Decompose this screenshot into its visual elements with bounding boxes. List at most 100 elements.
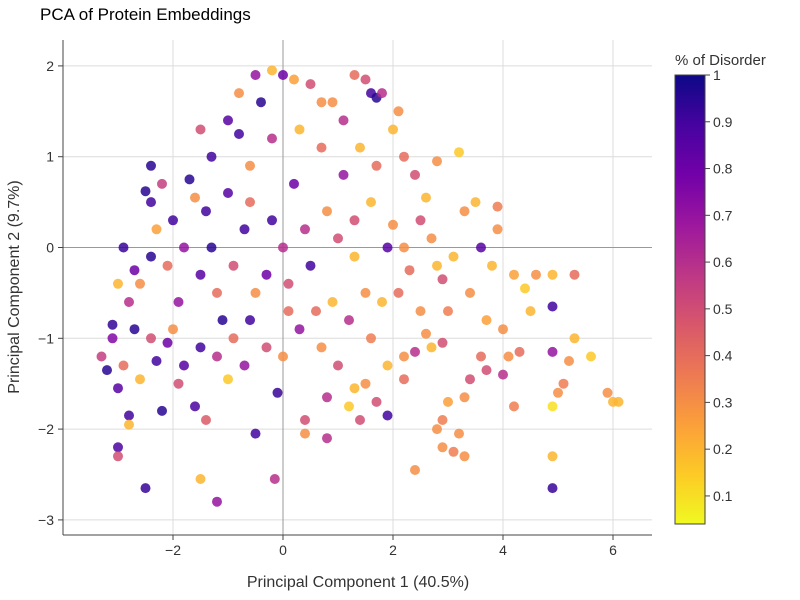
data-point [465, 287, 475, 298]
data-point [316, 142, 327, 153]
data-point [360, 74, 371, 85]
data-point [151, 224, 162, 235]
x-tick-labels: −2 0 2 4 6 [165, 535, 617, 558]
data-point [212, 351, 222, 362]
data-point [432, 156, 442, 167]
data-point [289, 178, 299, 189]
data-point [223, 115, 233, 126]
data-point [272, 387, 283, 398]
data-point [168, 324, 178, 335]
data-point [360, 287, 371, 298]
data-point [322, 206, 332, 217]
data-point [498, 369, 508, 380]
data-point [102, 365, 112, 376]
data-point [173, 297, 184, 307]
data-point [399, 242, 409, 253]
data-point [146, 160, 156, 171]
data-point [124, 410, 134, 421]
data-point [459, 451, 470, 462]
data-point [168, 215, 178, 226]
data-point [206, 151, 217, 162]
data-point [399, 351, 409, 362]
data-point [162, 337, 173, 348]
colorbar-tick-label: 1 [713, 67, 721, 83]
data-point [267, 65, 277, 76]
data-point [492, 224, 503, 235]
colorbar-ticks: 0.1 0.2 0.3 0.4 0.5 0.6 0.7 0.8 0.9 1 [705, 67, 733, 504]
colorbar-tick-label: 0.5 [713, 301, 733, 317]
data-point [239, 224, 250, 235]
data-point [305, 79, 316, 90]
data-point [118, 242, 129, 253]
data-point [217, 315, 228, 326]
colorbar-tick-label: 0.4 [713, 348, 733, 364]
y-tick-labels: −3 −2 −1 0 1 2 [38, 58, 63, 528]
data-point [459, 392, 470, 403]
data-point [151, 356, 162, 366]
y-tick-label: −1 [38, 330, 54, 346]
data-point [173, 378, 184, 389]
data-point [113, 442, 123, 453]
data-point [382, 410, 393, 421]
data-point [437, 274, 448, 285]
x-tick-label: −2 [165, 542, 181, 558]
y-tick-label: 2 [46, 58, 54, 74]
data-point [525, 306, 536, 317]
data-point [426, 233, 437, 244]
data-point [421, 328, 431, 339]
data-point [107, 333, 118, 344]
data-point [569, 269, 580, 280]
data-point [547, 269, 558, 280]
data-point [388, 219, 398, 230]
data-point [190, 401, 200, 412]
data-point [415, 215, 426, 226]
data-point [349, 251, 360, 262]
colorbar: % of Disorder 0.10.20.30.40.50.60.70.80.… [674, 52, 766, 525]
data-point [206, 242, 217, 253]
data-point [278, 242, 288, 253]
data-point [410, 169, 420, 180]
x-tick-label: 6 [609, 542, 617, 558]
data-point [569, 333, 580, 344]
chart-title: PCA of Protein Embeddings [40, 5, 251, 24]
data-point [201, 206, 211, 217]
data-point [382, 242, 393, 253]
data-point [146, 333, 156, 344]
data-point [289, 74, 299, 85]
data-point [399, 374, 409, 385]
data-point [300, 428, 310, 439]
data-point [179, 242, 189, 253]
data-point [520, 283, 530, 294]
data-point [261, 342, 272, 353]
data-point [338, 115, 349, 126]
y-tick-label: −2 [38, 421, 54, 437]
data-point [250, 70, 261, 80]
data-point [96, 351, 107, 362]
data-point [212, 496, 222, 507]
data-point [547, 451, 558, 462]
data-point [465, 374, 475, 385]
data-point [355, 415, 365, 425]
data-point [344, 315, 354, 326]
colorbar-tick-label: 0.1 [713, 488, 733, 504]
data-point [349, 383, 360, 394]
data-point [437, 442, 448, 453]
data-point [223, 374, 233, 385]
data-point [531, 269, 541, 280]
data-point [371, 160, 382, 171]
data-point [388, 124, 398, 135]
data-point [481, 315, 492, 326]
data-point [410, 465, 420, 475]
data-point [448, 251, 459, 262]
data-point [377, 88, 387, 99]
x-tick-label: 0 [279, 542, 287, 558]
y-tick-label: −3 [38, 512, 54, 528]
data-point [234, 129, 244, 139]
data-point [454, 428, 464, 439]
data-point [157, 405, 167, 416]
data-point [558, 378, 569, 389]
data-point [113, 278, 123, 289]
data-point [476, 351, 486, 362]
y-tick-label: 1 [46, 149, 54, 165]
colorbar-tick-label: 0.9 [713, 114, 733, 130]
